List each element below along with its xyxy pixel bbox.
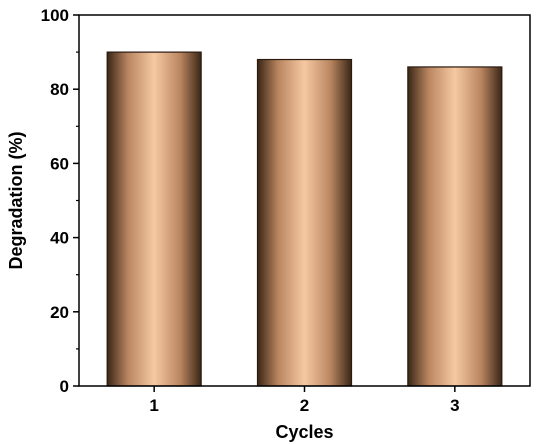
bar-cycle-3 [407,66,503,387]
bar-cycle-1 [106,51,202,387]
y-tick-label-0: 0 [60,377,69,396]
y-tick-label-100: 100 [41,6,69,25]
bar-cycle-2 [256,58,353,387]
y-tick-label-80: 80 [50,80,69,99]
x-tick-label-1: 1 [149,396,158,415]
x-axis-title: Cycles [275,422,333,442]
bars-group [106,51,503,387]
ticks-group: 0 20 40 60 80 100 1 2 3 [41,6,460,415]
y-axis-title: Degradation (%) [6,131,26,269]
x-tick-label-3: 3 [450,396,459,415]
y-tick-label-40: 40 [50,229,69,248]
x-tick-label-2: 2 [300,396,309,415]
y-tick-label-60: 60 [50,154,69,173]
y-tick-label-20: 20 [50,303,69,322]
